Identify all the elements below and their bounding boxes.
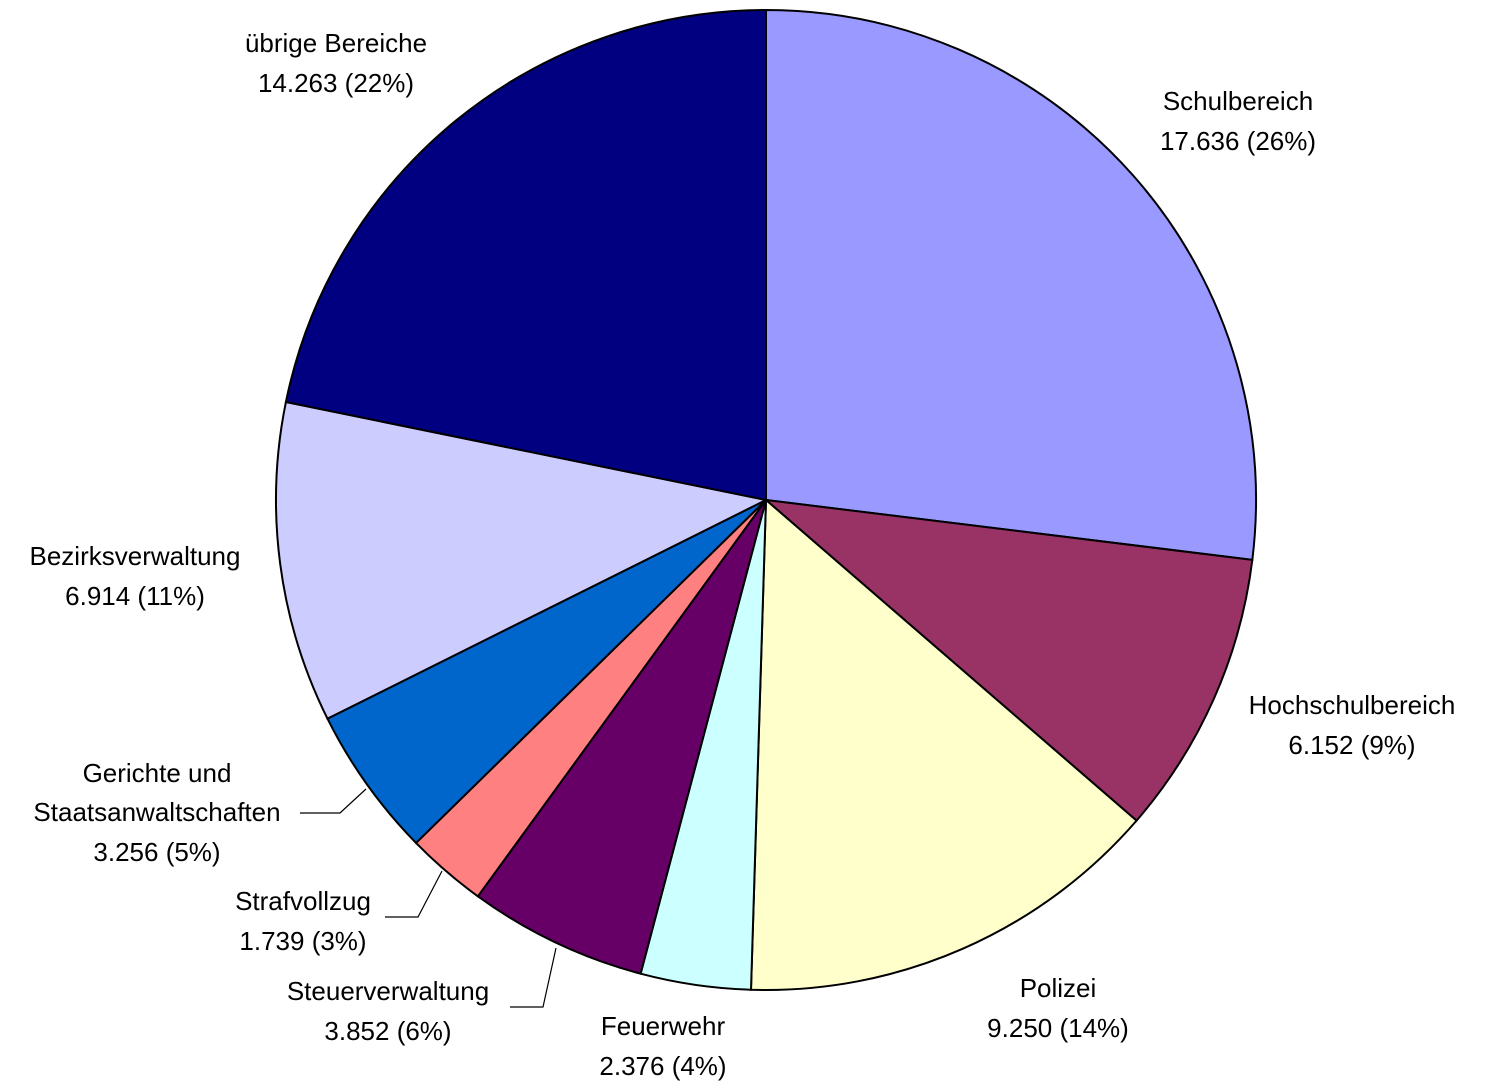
value-label: 14.263 (22%)	[258, 68, 414, 98]
pie-slice	[275, 400, 770, 721]
label-line: Schulbereich	[1163, 86, 1313, 116]
value-label: 6.914 (11%)	[65, 581, 205, 611]
slice-label: übrige Bereiche	[245, 28, 427, 58]
pie	[275, 8, 1257, 991]
pie-slice	[476, 499, 767, 975]
value-label: 3.256 (5%)	[93, 837, 220, 867]
label-line: Gerichte und	[83, 758, 232, 788]
value-label: 3.852 (6%)	[324, 1016, 451, 1046]
pie-slice	[284, 8, 767, 502]
value-label: 9.250 (14%)	[987, 1013, 1129, 1043]
pie-slice	[326, 499, 767, 845]
pie-slice	[765, 8, 1257, 562]
slice-label: Gerichte und Staatsanwaltschaften	[33, 758, 280, 827]
pie-slice	[749, 497, 1138, 991]
value-label: 17.636 (26%)	[1160, 126, 1316, 156]
leader-line	[300, 788, 367, 814]
label-line: Feuerwehr	[601, 1011, 726, 1041]
value-label: 2.376 (4%)	[599, 1051, 726, 1081]
slice-label: Strafvollzug	[235, 886, 371, 916]
pie-slice	[762, 498, 1254, 823]
leader-line	[385, 870, 443, 918]
leader-line	[510, 947, 557, 1008]
label-line: Strafvollzug	[235, 886, 371, 916]
label-line: Bezirksverwaltung	[30, 541, 241, 571]
slice-label: Polizei	[1020, 973, 1097, 1003]
slice-label: Schulbereich	[1163, 86, 1313, 116]
label-line: übrige Bereiche	[245, 28, 427, 58]
slice-label: Bezirksverwaltung	[30, 541, 241, 571]
value-label: 1.739 (3%)	[239, 926, 366, 956]
slice-label: Feuerwehr	[601, 1011, 726, 1041]
slice-label: Hochschulbereich	[1249, 690, 1456, 720]
label-line: Polizei	[1020, 973, 1097, 1003]
value-label: 6.152 (9%)	[1288, 730, 1415, 760]
label-line: Staatsanwaltschaften	[33, 797, 280, 827]
slice-label: Steuerverwaltung	[287, 976, 489, 1006]
label-line: Hochschulbereich	[1249, 690, 1456, 720]
label-line: Steuerverwaltung	[287, 976, 489, 1006]
